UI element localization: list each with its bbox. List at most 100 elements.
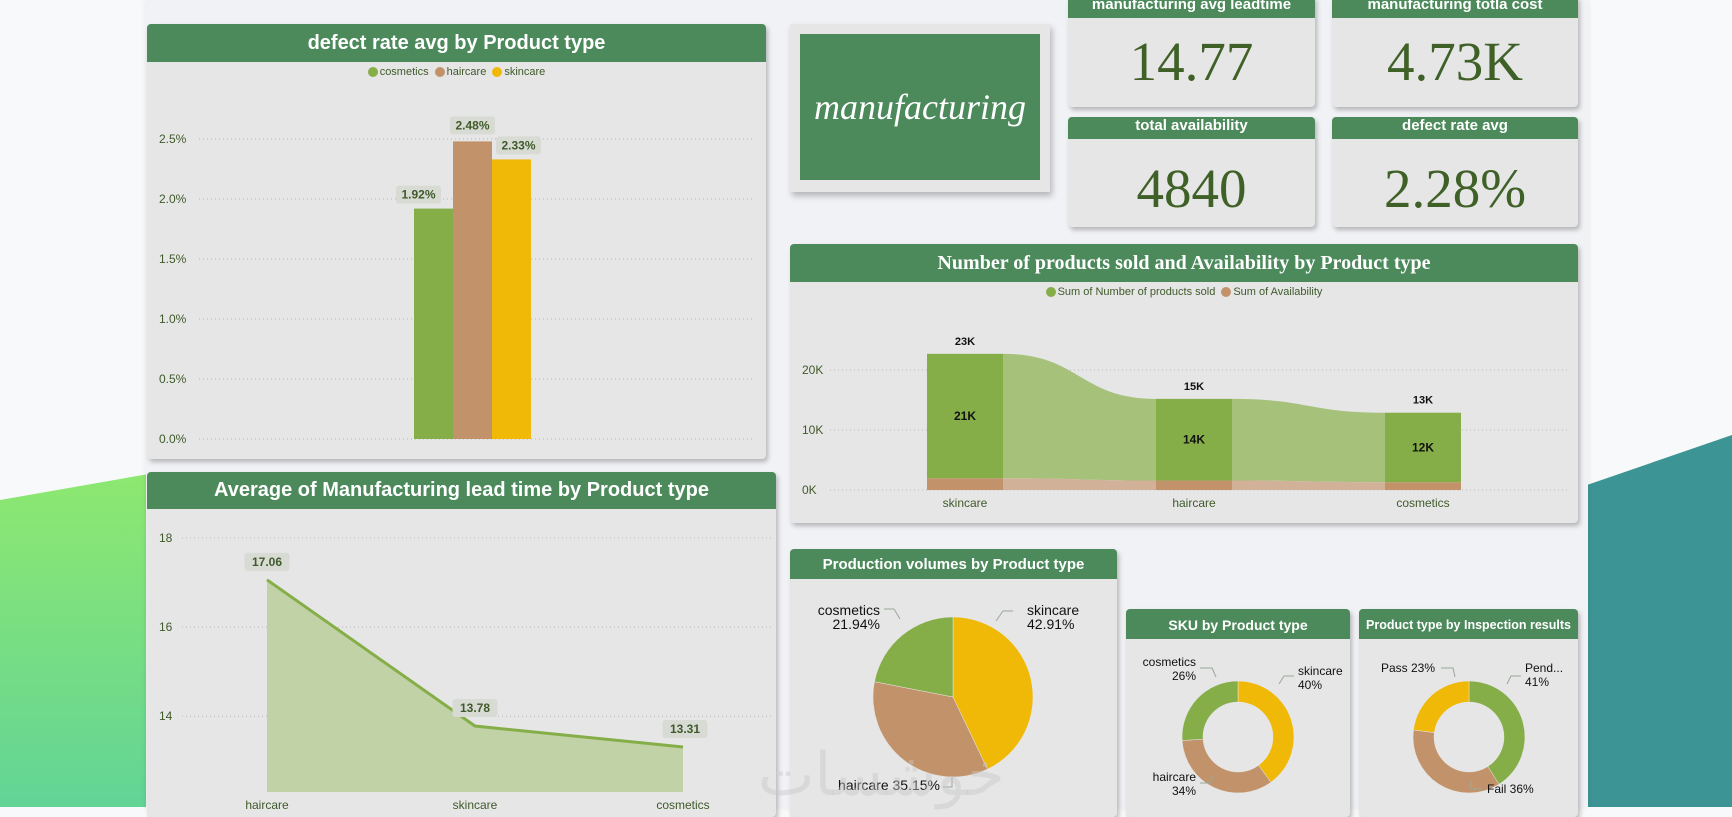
kpi-total-availability[interactable]: total availability 4840: [1068, 117, 1315, 227]
defect-rate-chart-card[interactable]: defect rate avg by Product type cosmetic…: [147, 24, 766, 459]
sold-availability-plot: 0K 10K 20K 21K 23K skincare 14K 15K haircare 12K 1…: [802, 336, 1568, 510]
data-label-bg: [496, 136, 541, 155]
x-tick-label: skincare: [453, 798, 498, 809]
data-label: 13.78: [460, 701, 490, 715]
kpi-label: manufacturing avg leadtime: [1068, 0, 1315, 18]
lead-time-chart-card[interactable]: Average of Manufacturing lead time by Pr…: [147, 472, 776, 817]
slice-pending: [1468, 680, 1526, 785]
leader-line: [1278, 675, 1294, 685]
legend-dot-icon: [434, 67, 445, 78]
production-volumes-chart-card[interactable]: Production volumes by Product type skinc…: [790, 549, 1117, 817]
y-tick-label: 0.0%: [159, 432, 187, 446]
kpi-value: 4.73K: [1387, 31, 1523, 92]
kpi-defect-rate[interactable]: defect rate avg 2.28%: [1332, 117, 1578, 227]
leader-line: [943, 777, 953, 788]
kpi-label: defect rate avg: [1332, 117, 1578, 139]
leader-line: [1506, 675, 1521, 685]
slice-label: 26%: [1172, 669, 1196, 683]
area-line: [266, 578, 684, 749]
data-label-bg: [244, 552, 290, 571]
y-tick-label: 0.5%: [159, 372, 187, 386]
data-label: 2.48%: [455, 118, 489, 132]
ribbon-sold: [1232, 398, 1385, 483]
kpi-total-cost[interactable]: manufacturing totla cost 4.73K: [1332, 0, 1578, 107]
x-tick-label: cosmetics: [656, 798, 709, 809]
data-label-sold: 14K: [1183, 433, 1205, 447]
slice-pass: [1413, 680, 1470, 733]
slice-label: Pass 23%: [1381, 661, 1435, 675]
kpi-value: 14.77: [1129, 31, 1254, 92]
data-label-sold: 21K: [954, 409, 976, 423]
bar-sold-haircare: [1156, 398, 1232, 481]
legend-dot-icon: [1221, 287, 1232, 298]
data-label: 17.06: [252, 555, 282, 569]
kpi-value: 4840: [1136, 158, 1247, 219]
ribbon-availability: [1232, 480, 1385, 490]
data-label-total: 23K: [955, 336, 975, 348]
slice-cosmetics: [1181, 680, 1239, 741]
legend-item-cosmetics[interactable]: cosmetics: [367, 66, 429, 78]
kpi-avg-leadtime[interactable]: manufacturing avg leadtime 14.77: [1068, 0, 1315, 107]
legend-item-availability[interactable]: Sum of Availability: [1221, 286, 1322, 298]
slice-label: haircare: [1153, 770, 1197, 784]
kpi-label: manufacturing totla cost: [1332, 0, 1578, 18]
production-volumes-chart-title: Production volumes by Product type: [790, 549, 1117, 579]
area-fill: [267, 579, 683, 792]
bar-availability-cosmetics: [1385, 482, 1461, 490]
data-label: 13.31: [670, 722, 700, 736]
slice-label: 34%: [1172, 784, 1196, 798]
legend-dot-icon: [492, 67, 503, 78]
slice-haircare: [872, 681, 988, 778]
legend-item-products-sold[interactable]: Sum of Number of products sold: [1045, 286, 1215, 298]
y-tick-label: 14: [159, 709, 173, 723]
slice-label: skincare: [1027, 602, 1079, 618]
sold-availability-chart-title: Number of products sold and Availability…: [790, 244, 1578, 282]
x-tick-label: cosmetics: [1396, 496, 1449, 510]
background-green-shape: [0, 472, 160, 807]
leader-line: [1470, 781, 1483, 790]
legend-item-skincare[interactable]: skincare: [492, 66, 545, 78]
inspection-chart-title: Product type by Inspection results: [1359, 609, 1578, 639]
slice-label: cosmetics: [1143, 655, 1196, 669]
y-tick-label: 1.0%: [159, 312, 187, 326]
defect-rate-plot: 0.0% 0.5% 1.0% 1.5% 2.0% 2.5% 1.92% 2.48% 2.33%: [159, 116, 752, 446]
data-label-total: 13K: [1413, 395, 1433, 407]
data-label-bg: [662, 719, 708, 738]
legend-item-haircare[interactable]: haircare: [434, 66, 486, 78]
defect-rate-legend: cosmetics haircare skincare: [147, 66, 766, 78]
x-tick-label: haircare: [1172, 496, 1216, 510]
data-label-bg: [450, 116, 495, 135]
legend-dot-icon: [367, 67, 378, 78]
bar-availability-haircare: [1156, 480, 1232, 490]
slice-skincare: [1237, 680, 1295, 783]
leader-line: [995, 610, 1013, 622]
inspection-plot: Pend...41% Fail 36% Pass 23%: [1381, 661, 1563, 796]
y-tick-label: 2.0%: [159, 192, 187, 206]
data-label-bg: [396, 185, 441, 204]
data-label: 1.92%: [401, 188, 435, 202]
data-label-sold: 12K: [1412, 440, 1434, 454]
inspection-chart-card[interactable]: Product type by Inspection results Pend.…: [1359, 609, 1578, 817]
defect-rate-chart-title: defect rate avg by Product type: [147, 24, 766, 62]
bar-haircare: [453, 141, 492, 439]
y-tick-label: 0K: [802, 483, 817, 497]
sold-availability-chart-card[interactable]: Number of products sold and Availability…: [790, 244, 1578, 523]
slice-label: cosmetics: [818, 602, 880, 618]
sku-chart-card[interactable]: SKU by Product type skincare 40% haircare 3…: [1126, 609, 1350, 817]
leader-line: [1200, 773, 1215, 784]
section-title-card: manufacturing: [790, 24, 1050, 192]
slice-label: 41%: [1525, 675, 1549, 689]
y-tick-label: 2.5%: [159, 132, 187, 146]
lead-time-chart-title: Average of Manufacturing lead time by Pr…: [147, 472, 776, 509]
ribbon-sold: [1003, 353, 1156, 481]
leader-line: [1200, 667, 1217, 678]
leader-line: [1441, 667, 1456, 678]
bar-cosmetics: [414, 208, 453, 439]
kpi-label: total availability: [1068, 117, 1315, 139]
y-tick-label: 1.5%: [159, 252, 187, 266]
slice-label: 40%: [1298, 678, 1322, 692]
bar-availability-skincare: [927, 478, 1003, 490]
slice-cosmetics: [874, 616, 954, 698]
